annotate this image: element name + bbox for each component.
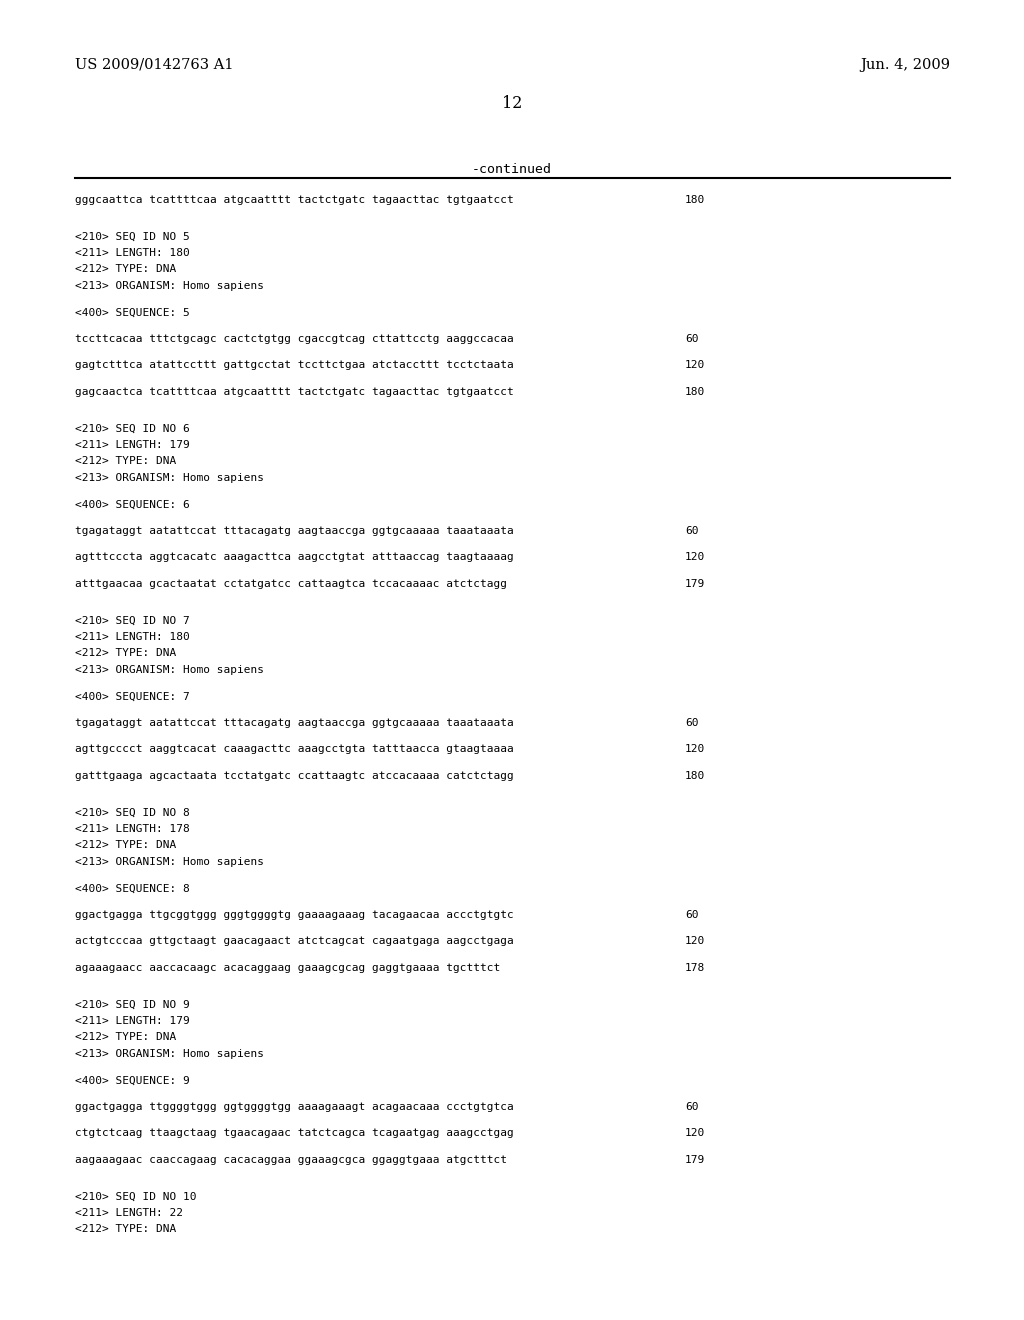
Text: <213> ORGANISM: Homo sapiens: <213> ORGANISM: Homo sapiens: [75, 281, 264, 290]
Text: tccttcacaa tttctgcagc cactctgtgg cgaccgtcag cttattcctg aaggccacaa: tccttcacaa tttctgcagc cactctgtgg cgaccgt…: [75, 334, 514, 345]
Text: 180: 180: [685, 387, 706, 397]
Text: <212> TYPE: DNA: <212> TYPE: DNA: [75, 648, 176, 659]
Text: <213> ORGANISM: Homo sapiens: <213> ORGANISM: Homo sapiens: [75, 1049, 264, 1059]
Text: <212> TYPE: DNA: <212> TYPE: DNA: [75, 264, 176, 275]
Text: 180: 180: [685, 195, 706, 205]
Text: agaaagaacc aaccacaagc acacaggaag gaaagcgcag gaggtgaaaa tgctttct: agaaagaacc aaccacaagc acacaggaag gaaagcg…: [75, 964, 501, 973]
Text: <213> ORGANISM: Homo sapiens: <213> ORGANISM: Homo sapiens: [75, 857, 264, 867]
Text: 120: 120: [685, 744, 706, 755]
Text: <211> LENGTH: 22: <211> LENGTH: 22: [75, 1208, 183, 1218]
Text: 60: 60: [685, 334, 698, 345]
Text: <211> LENGTH: 179: <211> LENGTH: 179: [75, 440, 189, 450]
Text: 120: 120: [685, 553, 706, 562]
Text: <210> SEQ ID NO 9: <210> SEQ ID NO 9: [75, 999, 189, 1010]
Text: <212> TYPE: DNA: <212> TYPE: DNA: [75, 841, 176, 850]
Text: <400> SEQUENCE: 9: <400> SEQUENCE: 9: [75, 1076, 189, 1085]
Text: tgagataggt aatattccat tttacagatg aagtaaccga ggtgcaaaaa taaataaata: tgagataggt aatattccat tttacagatg aagtaac…: [75, 525, 514, 536]
Text: 120: 120: [685, 936, 706, 946]
Text: <400> SEQUENCE: 6: <400> SEQUENCE: 6: [75, 499, 189, 510]
Text: gagtctttca atattccttt gattgcctat tccttctgaa atctaccttt tcctctaata: gagtctttca atattccttt gattgcctat tccttct…: [75, 360, 514, 371]
Text: <212> TYPE: DNA: <212> TYPE: DNA: [75, 1032, 176, 1043]
Text: 60: 60: [685, 525, 698, 536]
Text: ggactgagga ttgcggtggg gggtggggtg gaaaagaaag tacagaacaa accctgtgtc: ggactgagga ttgcggtggg gggtggggtg gaaaaga…: [75, 909, 514, 920]
Text: <210> SEQ ID NO 8: <210> SEQ ID NO 8: [75, 808, 189, 817]
Text: 120: 120: [685, 360, 706, 371]
Text: -continued: -continued: [472, 162, 552, 176]
Text: 179: 179: [685, 1155, 706, 1166]
Text: <213> ORGANISM: Homo sapiens: <213> ORGANISM: Homo sapiens: [75, 473, 264, 483]
Text: 180: 180: [685, 771, 706, 781]
Text: 60: 60: [685, 909, 698, 920]
Text: gatttgaaga agcactaata tcctatgatc ccattaagtc atccacaaaa catctctagg: gatttgaaga agcactaata tcctatgatc ccattaa…: [75, 771, 514, 781]
Text: 60: 60: [685, 1102, 698, 1111]
Text: <400> SEQUENCE: 7: <400> SEQUENCE: 7: [75, 692, 189, 701]
Text: agtttcccta aggtcacatc aaagacttca aagcctgtat atttaaccag taagtaaaag: agtttcccta aggtcacatc aaagacttca aagcctg…: [75, 553, 514, 562]
Text: <211> LENGTH: 180: <211> LENGTH: 180: [75, 248, 189, 257]
Text: 120: 120: [685, 1129, 706, 1138]
Text: <210> SEQ ID NO 6: <210> SEQ ID NO 6: [75, 424, 189, 433]
Text: ggactgagga ttggggtggg ggtggggtgg aaaagaaagt acagaacaaa ccctgtgtca: ggactgagga ttggggtggg ggtggggtgg aaaagaa…: [75, 1102, 514, 1111]
Text: aagaaagaac caaccagaag cacacaggaa ggaaagcgca ggaggtgaaa atgctttct: aagaaagaac caaccagaag cacacaggaa ggaaagc…: [75, 1155, 507, 1166]
Text: <213> ORGANISM: Homo sapiens: <213> ORGANISM: Homo sapiens: [75, 665, 264, 675]
Text: <400> SEQUENCE: 8: <400> SEQUENCE: 8: [75, 883, 189, 894]
Text: actgtcccaa gttgctaagt gaacagaact atctcagcat cagaatgaga aagcctgaga: actgtcccaa gttgctaagt gaacagaact atctcag…: [75, 936, 514, 946]
Text: agttgcccct aaggtcacat caaagacttc aaagcctgta tatttaacca gtaagtaaaa: agttgcccct aaggtcacat caaagacttc aaagcct…: [75, 744, 514, 755]
Text: <212> TYPE: DNA: <212> TYPE: DNA: [75, 457, 176, 466]
Text: <210> SEQ ID NO 7: <210> SEQ ID NO 7: [75, 615, 189, 626]
Text: <400> SEQUENCE: 5: <400> SEQUENCE: 5: [75, 308, 189, 318]
Text: gagcaactca tcattttcaa atgcaatttt tactctgatc tagaacttac tgtgaatcct: gagcaactca tcattttcaa atgcaatttt tactctg…: [75, 387, 514, 397]
Text: <212> TYPE: DNA: <212> TYPE: DNA: [75, 1225, 176, 1234]
Text: Jun. 4, 2009: Jun. 4, 2009: [860, 58, 950, 73]
Text: <211> LENGTH: 180: <211> LENGTH: 180: [75, 632, 189, 642]
Text: 179: 179: [685, 579, 706, 589]
Text: 12: 12: [502, 95, 522, 112]
Text: <210> SEQ ID NO 10: <210> SEQ ID NO 10: [75, 1192, 197, 1201]
Text: <211> LENGTH: 178: <211> LENGTH: 178: [75, 824, 189, 834]
Text: <211> LENGTH: 179: <211> LENGTH: 179: [75, 1016, 189, 1026]
Text: atttgaacaa gcactaatat cctatgatcc cattaagtca tccacaaaac atctctagg: atttgaacaa gcactaatat cctatgatcc cattaag…: [75, 579, 507, 589]
Text: 178: 178: [685, 964, 706, 973]
Text: gggcaattca tcattttcaa atgcaatttt tactctgatc tagaacttac tgtgaatcct: gggcaattca tcattttcaa atgcaatttt tactctg…: [75, 195, 514, 205]
Text: 60: 60: [685, 718, 698, 729]
Text: tgagataggt aatattccat tttacagatg aagtaaccga ggtgcaaaaa taaataaata: tgagataggt aatattccat tttacagatg aagtaac…: [75, 718, 514, 729]
Text: ctgtctcaag ttaagctaag tgaacagaac tatctcagca tcagaatgag aaagcctgag: ctgtctcaag ttaagctaag tgaacagaac tatctca…: [75, 1129, 514, 1138]
Text: <210> SEQ ID NO 5: <210> SEQ ID NO 5: [75, 231, 189, 242]
Text: US 2009/0142763 A1: US 2009/0142763 A1: [75, 58, 233, 73]
